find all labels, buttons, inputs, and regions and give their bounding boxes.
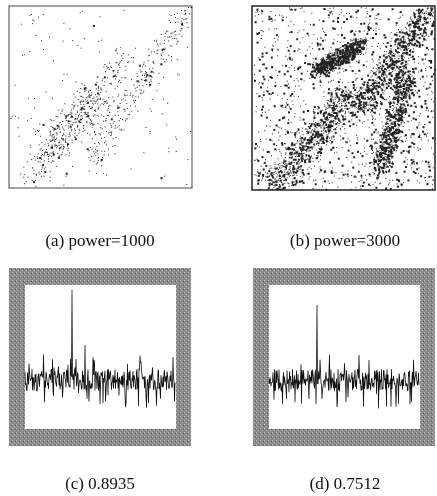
caption: (b) power=3000 (290, 231, 400, 250)
caption: (a) power=1000 (45, 231, 154, 250)
panel-c (9, 268, 191, 446)
plot-area (269, 285, 420, 429)
speckle (254, 7, 436, 191)
signal-trace (24, 289, 176, 408)
panel-b (251, 5, 436, 191)
panel-d (253, 268, 435, 446)
signal-trace (268, 304, 420, 409)
plot-area (25, 285, 176, 429)
caption: (c) 0.8935 (65, 474, 135, 493)
panel-a (8, 5, 193, 189)
caption: (d) 0.7512 (310, 474, 381, 493)
